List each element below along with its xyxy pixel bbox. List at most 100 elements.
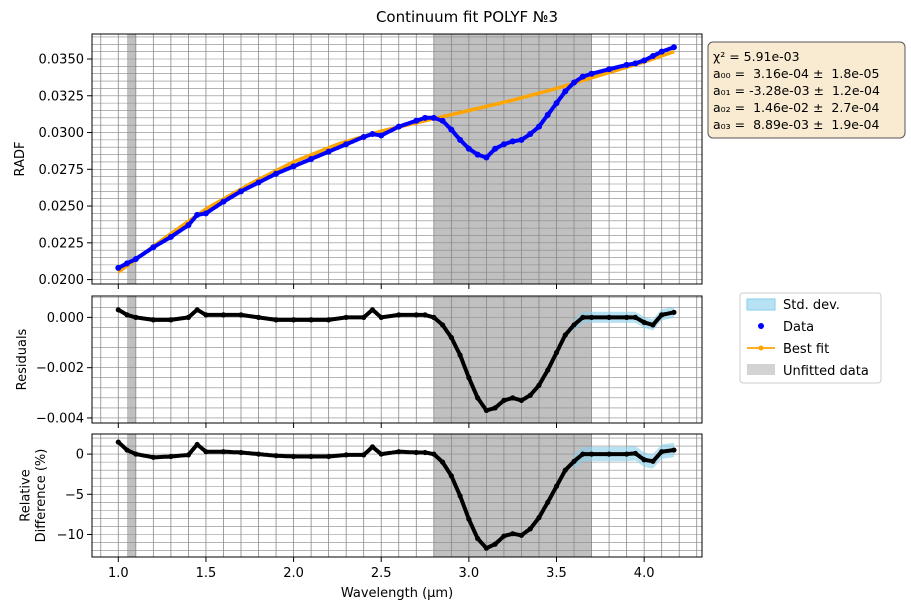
data-point bbox=[238, 449, 244, 456]
data-point bbox=[273, 453, 279, 459]
y-axis-label: RelativeDifference (%) bbox=[18, 449, 49, 543]
data-point bbox=[168, 317, 174, 323]
data-point bbox=[536, 515, 542, 521]
fit-statistics-box: χ² = 5.91e-03 a₀₀ = 3.16e-04 ± 1.8e-05 a… bbox=[707, 41, 906, 139]
data-point bbox=[588, 314, 595, 320]
data-point bbox=[510, 395, 516, 401]
data-point bbox=[545, 499, 551, 505]
data-point bbox=[203, 312, 209, 318]
fit-stat-a02: a₀₂ = 1.46e-02 ± 2.7e-04 bbox=[713, 100, 879, 115]
y-tick-label: 0 bbox=[76, 448, 84, 463]
data-point bbox=[466, 516, 472, 522]
x-tick-label: 1.0 bbox=[108, 566, 129, 581]
data-point bbox=[168, 453, 174, 460]
data-point bbox=[536, 382, 542, 388]
fit-stat-chi2: χ² = 5.91e-03 bbox=[713, 49, 800, 64]
data-point bbox=[492, 541, 498, 547]
relative-difference-panel: 0 −5 −10 1.0 1.5 2.0 2.5 3.0 3.5 4.0 RelativeDiffe… bbox=[18, 433, 703, 581]
y-tick-label: 0.0300 bbox=[39, 126, 85, 141]
data-point bbox=[501, 533, 507, 539]
y-axis-label: Residuals bbox=[15, 328, 30, 390]
data-point bbox=[580, 451, 586, 457]
axes-frame bbox=[91, 433, 703, 558]
unfitted-region bbox=[433, 296, 592, 423]
data-point bbox=[115, 307, 121, 313]
y-tick-label: −0.004 bbox=[36, 411, 84, 426]
data-point bbox=[273, 317, 279, 323]
data-point bbox=[133, 451, 139, 457]
data-point bbox=[369, 444, 376, 450]
y-tick-label: 0.0200 bbox=[39, 273, 85, 288]
data-point bbox=[553, 349, 560, 356]
data-point bbox=[457, 352, 463, 358]
y-tick-label: −0.002 bbox=[36, 361, 84, 376]
data-point bbox=[457, 493, 463, 499]
data-point bbox=[659, 312, 665, 318]
data-point bbox=[501, 397, 507, 403]
data-point bbox=[326, 317, 332, 323]
data-point bbox=[475, 395, 481, 401]
data-point bbox=[562, 332, 568, 338]
data-point bbox=[492, 405, 498, 411]
x-tick-label: 1.5 bbox=[196, 566, 217, 581]
x-tick-label: 2.5 bbox=[371, 566, 392, 581]
series-line-data bbox=[116, 45, 676, 270]
y-tick-label: 0.0325 bbox=[39, 89, 85, 104]
legend-label-std-dev: Std. dev. bbox=[783, 298, 840, 313]
data-point bbox=[527, 392, 533, 398]
data-point bbox=[624, 314, 630, 320]
data-point bbox=[361, 452, 367, 458]
y-tick-label: −10 bbox=[57, 528, 84, 543]
data-point bbox=[431, 451, 437, 457]
data-point bbox=[510, 531, 516, 537]
data-point bbox=[448, 473, 454, 479]
data-point bbox=[606, 451, 612, 457]
data-point bbox=[632, 314, 638, 320]
data-point bbox=[396, 449, 402, 455]
axes-frame bbox=[91, 33, 703, 285]
y-tick-label: 0.0225 bbox=[39, 236, 85, 251]
data-point bbox=[220, 449, 227, 455]
data-point bbox=[150, 317, 156, 323]
data-point bbox=[632, 450, 638, 456]
residuals-panel: 0.000 −0.002 −0.004 Residuals bbox=[15, 295, 703, 428]
y-tick-label: 0.000 bbox=[47, 311, 84, 326]
legend-marker-best-fit bbox=[758, 345, 764, 351]
x-axis-label: Wavelength (μm) bbox=[341, 586, 453, 601]
data-point bbox=[133, 314, 139, 320]
data-point bbox=[238, 312, 244, 318]
data-point bbox=[580, 314, 586, 320]
chart-title: Continuum fit POLYF №3 bbox=[376, 8, 558, 26]
data-point bbox=[671, 309, 677, 315]
data-point bbox=[369, 307, 376, 313]
data-point bbox=[290, 453, 297, 460]
y-tick-label: 0.0350 bbox=[39, 53, 85, 68]
data-point bbox=[553, 483, 560, 489]
plot-area bbox=[92, 296, 702, 423]
legend-marker-data bbox=[758, 323, 764, 329]
unfitted-region bbox=[433, 34, 592, 284]
data-point bbox=[571, 322, 577, 328]
data-point bbox=[396, 312, 402, 318]
data-point bbox=[641, 319, 647, 326]
data-point bbox=[588, 451, 595, 457]
data-point bbox=[518, 532, 525, 538]
data-point bbox=[439, 459, 446, 465]
fit-stat-a01: a₀₁ = -3.28e-03 ± 1.2e-04 bbox=[713, 83, 880, 98]
plot-area bbox=[92, 34, 702, 284]
data-point bbox=[431, 314, 437, 320]
legend-swatch-std-dev bbox=[746, 298, 776, 311]
data-point bbox=[194, 307, 200, 313]
data-point bbox=[255, 451, 262, 457]
data-point bbox=[571, 458, 577, 464]
unfitted-region bbox=[127, 34, 136, 284]
data-point bbox=[439, 322, 446, 328]
x-tick-label: 3.0 bbox=[459, 566, 480, 581]
legend-label-best-fit: Best fit bbox=[783, 342, 829, 357]
data-point bbox=[659, 449, 665, 455]
x-tick-label: 3.5 bbox=[546, 566, 567, 581]
data-point bbox=[483, 407, 489, 414]
data-point bbox=[466, 375, 472, 381]
data-point bbox=[624, 451, 630, 457]
data-point bbox=[475, 535, 481, 542]
